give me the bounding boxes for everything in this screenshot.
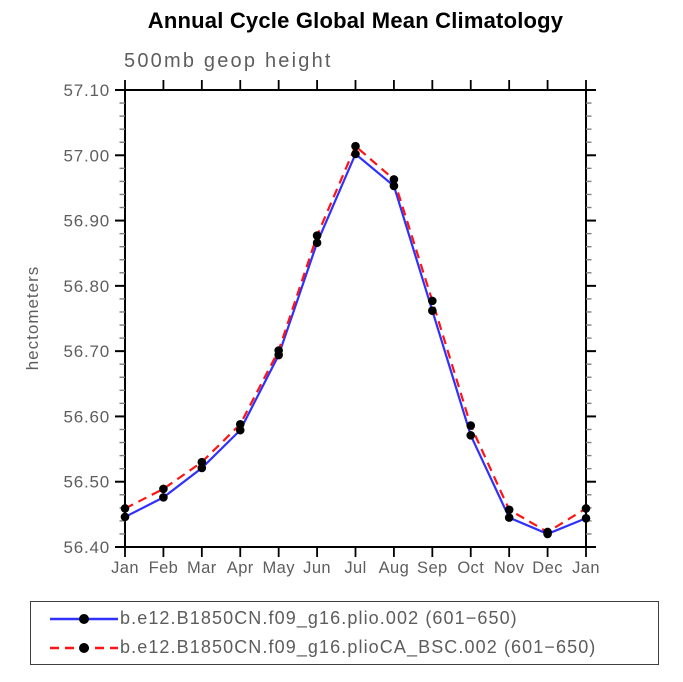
- legend-label-series-2: b.e12.B1850CN.f09_g16.plioCA_BSC.002 (60…: [120, 637, 597, 657]
- legend-item-series-1: b.e12.B1850CN.f09_g16.plio.002 (601−650): [31, 606, 658, 632]
- data-point-series-2: [466, 421, 476, 430]
- data-point-series-1: [120, 512, 130, 522]
- data-point-series-2: [389, 175, 399, 184]
- data-point-series-2: [235, 419, 245, 429]
- x-tick-label: Jun: [303, 559, 331, 577]
- x-tick-label: Jan: [111, 559, 139, 577]
- y-tick-label: 57.00: [63, 146, 110, 165]
- legend-marker-dot-icon: [79, 613, 89, 624]
- data-point-series-1: [504, 513, 514, 522]
- x-tick-label: Jul: [344, 559, 366, 577]
- data-point-series-1: [312, 238, 322, 248]
- x-tick-label: Feb: [149, 559, 179, 577]
- legend-line-sample-red: [50, 642, 118, 653]
- y-tick-label: 56.40: [63, 538, 110, 557]
- data-point-series-2: [159, 484, 168, 494]
- chart-title: Annual Cycle Global Mean Climatology: [147, 8, 564, 33]
- x-tick-label: Oct: [457, 559, 484, 577]
- data-point-series-2: [543, 527, 552, 537]
- data-point-series-1: [581, 513, 591, 523]
- legend-line-sample-blue: [50, 613, 118, 624]
- data-point-series-1: [235, 425, 245, 435]
- x-tick-label: Mar: [187, 559, 217, 577]
- chart-subtitle: 500mb geop height: [124, 50, 333, 72]
- data-point-series-2: [197, 457, 207, 467]
- legend-item-series-2: b.e12.B1850CN.f09_g16.plioCA_BSC.002 (60…: [31, 635, 658, 661]
- data-point-series-2: [120, 504, 130, 513]
- data-point-series-2: [351, 141, 360, 151]
- x-tick-label: Jan: [572, 559, 600, 577]
- data-point-series-1: [466, 431, 476, 440]
- legend-marker-dot-icon: [79, 642, 89, 653]
- y-tick-label: 56.60: [63, 407, 110, 426]
- data-point-series-2: [274, 346, 283, 355]
- data-point-series-2: [581, 504, 591, 513]
- data-point-series-1: [428, 306, 437, 315]
- x-tick-label: May: [262, 559, 295, 577]
- y-tick-label: 56.80: [63, 277, 110, 296]
- data-point-series-1: [389, 181, 399, 191]
- x-tick-label: Nov: [494, 559, 525, 577]
- data-point-series-2: [504, 505, 514, 515]
- y-tick-label: 56.70: [63, 342, 110, 361]
- data-point-series-2: [428, 296, 437, 306]
- axis-frame: [124, 89, 587, 548]
- data-point-series-2: [312, 231, 322, 240]
- data-point-series-1: [351, 149, 360, 159]
- series-line-1: [124, 152, 587, 536]
- data-point-series-1: [197, 463, 207, 473]
- x-tick-label: Sep: [417, 559, 448, 577]
- y-tick-label: 57.10: [63, 81, 110, 100]
- legend-box: b.e12.B1850CN.f09_g16.plio.002 (601−650)…: [30, 601, 659, 665]
- x-tick-label: Dec: [532, 559, 563, 577]
- y-tick-label: 56.90: [63, 212, 110, 231]
- legend-label-series-1: b.e12.B1850CN.f09_g16.plio.002 (601−650): [120, 608, 518, 628]
- x-tick-label: Aug: [379, 559, 410, 577]
- y-tick-label: 56.50: [63, 473, 110, 492]
- x-tick-label: Apr: [227, 559, 254, 577]
- data-point-series-1: [159, 493, 168, 502]
